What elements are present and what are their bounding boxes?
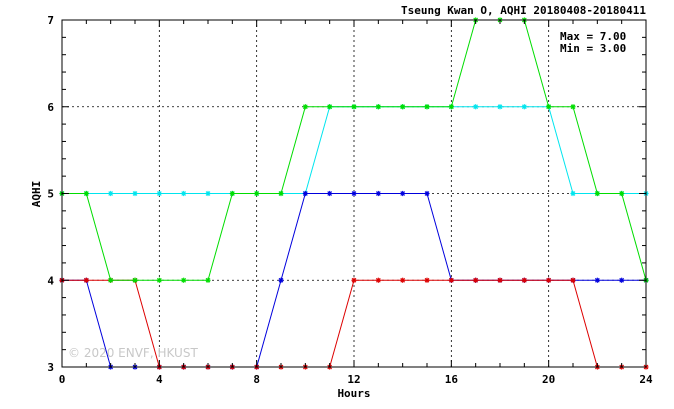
data-point [448, 104, 454, 110]
data-point [278, 277, 284, 283]
data-point [205, 277, 211, 283]
data-point [156, 277, 162, 283]
data-point [400, 104, 406, 110]
data-point [108, 277, 114, 283]
data-point [497, 277, 503, 283]
data-point [327, 104, 333, 110]
data-point [400, 277, 406, 283]
max-value-label: Max = 7.00 [560, 30, 626, 43]
series-3 [59, 17, 649, 283]
min-value-label: Min = 3.00 [560, 42, 626, 55]
data-point [448, 277, 454, 283]
data-point [424, 277, 430, 283]
data-point [497, 104, 503, 110]
data-point [473, 104, 479, 110]
data-point [375, 277, 381, 283]
data-point [156, 190, 162, 197]
data-point [375, 104, 381, 110]
y-tick-label: 3 [47, 361, 54, 374]
y-axis-label: AQHI [30, 181, 43, 208]
data-point [570, 104, 576, 110]
data-point [351, 104, 357, 110]
data-point [83, 190, 89, 197]
y-tick-label: 6 [47, 101, 54, 114]
data-point [594, 277, 600, 283]
data-point [229, 190, 235, 197]
axis-ticks: 0 4 8 12 16 20 24 3 4 5 6 7 [47, 14, 653, 386]
data-point [327, 190, 333, 197]
data-point [302, 104, 308, 110]
data-point [351, 277, 357, 283]
data-point [351, 190, 357, 197]
data-point [619, 277, 625, 283]
data-point [619, 190, 625, 197]
x-tick-label: 24 [639, 373, 653, 386]
y-tick-label: 4 [47, 274, 54, 287]
x-tick-label: 16 [445, 373, 459, 386]
watermark: © 2020 ENVF, HKUST [68, 346, 198, 360]
data-point [546, 277, 552, 283]
data-point [375, 190, 381, 197]
y-tick-label: 7 [47, 14, 54, 27]
data-point [181, 190, 187, 197]
data-point [254, 190, 260, 197]
data-point [521, 104, 527, 110]
x-tick-label: 12 [347, 373, 360, 386]
y-tick-label: 5 [47, 188, 54, 201]
data-point [570, 277, 576, 283]
data-point [83, 277, 89, 283]
data-point [132, 277, 138, 283]
data-point [278, 190, 284, 197]
data-point [302, 190, 308, 197]
data-point [570, 190, 576, 197]
x-tick-label: 8 [253, 373, 260, 386]
data-point [132, 190, 138, 197]
chart-title: Tseung Kwan O, AQHI 20180408-20180411 [401, 4, 646, 17]
data-point [424, 190, 430, 197]
x-tick-label: 20 [542, 373, 555, 386]
data-point [473, 277, 479, 283]
data-point [424, 104, 430, 110]
data-point [181, 277, 187, 283]
data-point [521, 277, 527, 283]
x-axis-label: Hours [337, 387, 370, 400]
data-point [546, 104, 552, 110]
data-point [108, 190, 114, 197]
plot-frame [61, 19, 647, 368]
data-point [400, 190, 406, 197]
x-tick-label: 4 [156, 373, 163, 386]
data-point [205, 190, 211, 197]
data-point [594, 190, 600, 197]
x-tick-label: 0 [59, 373, 66, 386]
